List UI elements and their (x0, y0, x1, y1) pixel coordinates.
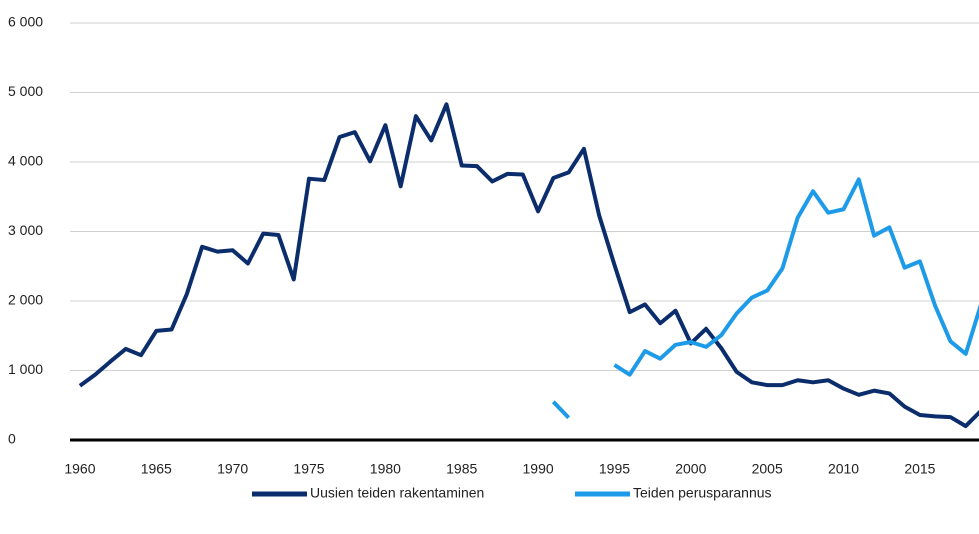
legend-label: Uusien teiden rakentaminen (310, 485, 484, 501)
line-series (551, 177, 979, 420)
x-tick-label: 1970 (217, 461, 248, 477)
x-tick-label: 1980 (370, 461, 401, 477)
x-tick-label: 2005 (752, 461, 783, 477)
y-tick-label: 6 000 (8, 14, 43, 30)
plot-area (78, 102, 979, 429)
x-tick-label: 1995 (599, 461, 630, 477)
x-tick-label: 1965 (141, 461, 172, 477)
legend-label: Teiden perusparannus (633, 485, 772, 501)
x-tick-label: 1960 (64, 461, 95, 477)
x-tick-label: 2000 (675, 461, 706, 477)
y-tick-label: 3 000 (8, 222, 43, 238)
y-tick-label: 0 (8, 431, 16, 447)
y-tick-label: 5 000 (8, 83, 43, 99)
y-tick-label: 4 000 (8, 153, 43, 169)
x-tick-label: 1985 (446, 461, 477, 477)
x-tick-label: 2015 (904, 461, 935, 477)
x-tick-label: 2010 (828, 461, 859, 477)
y-tick-label: 2 000 (8, 292, 43, 308)
x-tick-label: 1975 (293, 461, 324, 477)
x-tick-label: 1990 (523, 461, 554, 477)
y-tick-label: 1 000 (8, 361, 43, 377)
line-series (78, 102, 979, 429)
